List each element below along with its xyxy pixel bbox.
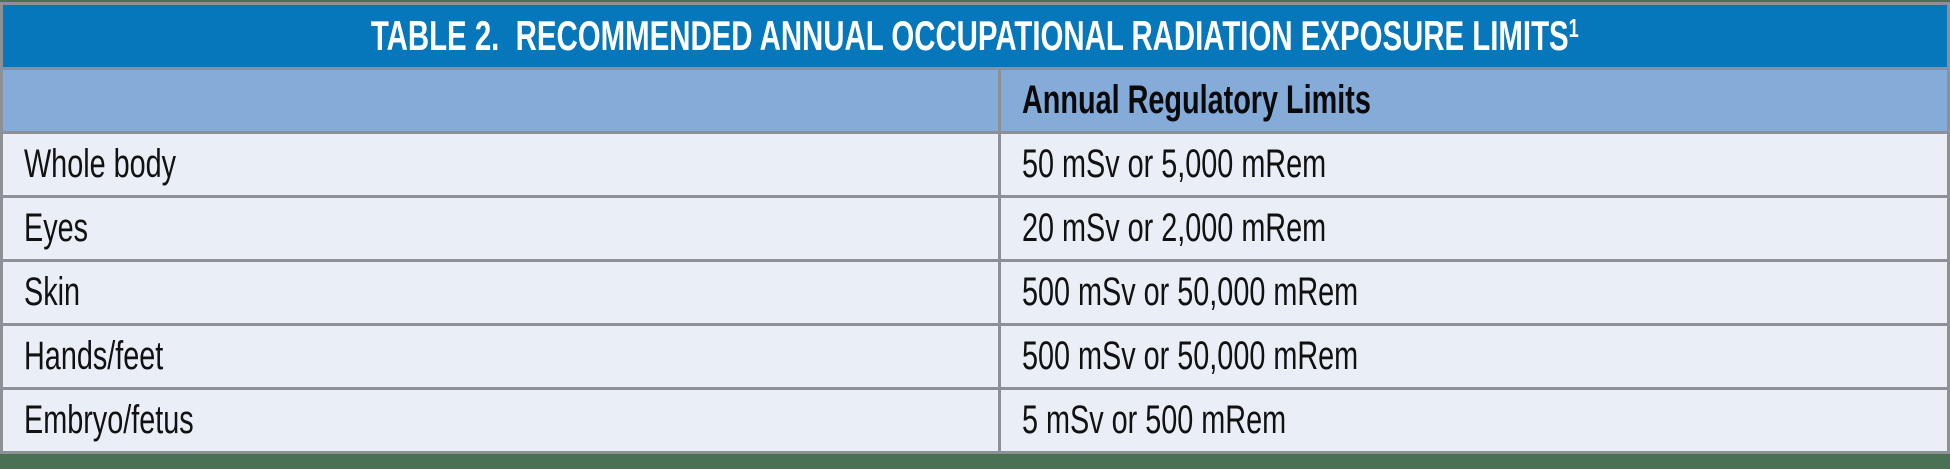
limit-value: 500 mSv or 50,000 mRem	[1022, 270, 1359, 314]
category-cell: Whole body	[3, 134, 998, 195]
category-cell: Embryo/fetus	[3, 390, 998, 451]
category-label: Whole body	[24, 142, 177, 186]
table-row-skin: Skin 500 mSv or 50,000 mRem	[3, 262, 1947, 323]
category-label: Embryo/fetus	[24, 398, 194, 442]
table-row-whole-body: Whole body 50 mSv or 5,000 mRem	[3, 134, 1947, 195]
page-background-top-strip	[0, 0, 1950, 2]
table-row-hands-feet: Hands/feet 500 mSv or 50,000 mRem	[3, 326, 1947, 387]
page-background-bottom-strip	[0, 454, 1950, 469]
category-label: Hands/feet	[24, 334, 164, 378]
table-header-row: Annual Regulatory Limits	[3, 70, 1947, 131]
radiation-limits-table: TABLE 2. RECOMMENDED ANNUAL OCCUPATIONAL…	[0, 2, 1950, 454]
table-row-embryo-fetus: Embryo/fetus 5 mSv or 500 mRem	[3, 390, 1947, 451]
limit-value: 20 mSv or 2,000 mRem	[1022, 206, 1327, 250]
limit-cell: 5 mSv or 500 mRem	[1001, 390, 1947, 451]
category-cell: Eyes	[3, 198, 998, 259]
table-title-text: TABLE 2. RECOMMENDED ANNUAL OCCUPATIONAL…	[371, 12, 1569, 59]
category-cell: Skin	[3, 262, 998, 323]
limit-cell: 20 mSv or 2,000 mRem	[1001, 198, 1947, 259]
limit-value: 5 mSv or 500 mRem	[1022, 398, 1287, 442]
table-row-eyes: Eyes 20 mSv or 2,000 mRem	[3, 198, 1947, 259]
table-title-bar: TABLE 2. RECOMMENDED ANNUAL OCCUPATIONAL…	[3, 5, 1947, 67]
header-cell-limits: Annual Regulatory Limits	[1001, 70, 1947, 131]
limit-cell: 500 mSv or 50,000 mRem	[1001, 326, 1947, 387]
limit-value: 50 mSv or 5,000 mRem	[1022, 142, 1327, 186]
header-limits-label: Annual Regulatory Limits	[1022, 78, 1371, 122]
footnote-marker: 1	[1568, 13, 1579, 43]
limit-cell: 500 mSv or 50,000 mRem	[1001, 262, 1947, 323]
category-label: Skin	[24, 270, 81, 314]
table-title: TABLE 2. RECOMMENDED ANNUAL OCCUPATIONAL…	[371, 12, 1579, 60]
category-cell: Hands/feet	[3, 326, 998, 387]
category-label: Eyes	[24, 206, 89, 250]
limit-value: 500 mSv or 50,000 mRem	[1022, 334, 1359, 378]
header-cell-category	[3, 70, 998, 131]
limit-cell: 50 mSv or 5,000 mRem	[1001, 134, 1947, 195]
